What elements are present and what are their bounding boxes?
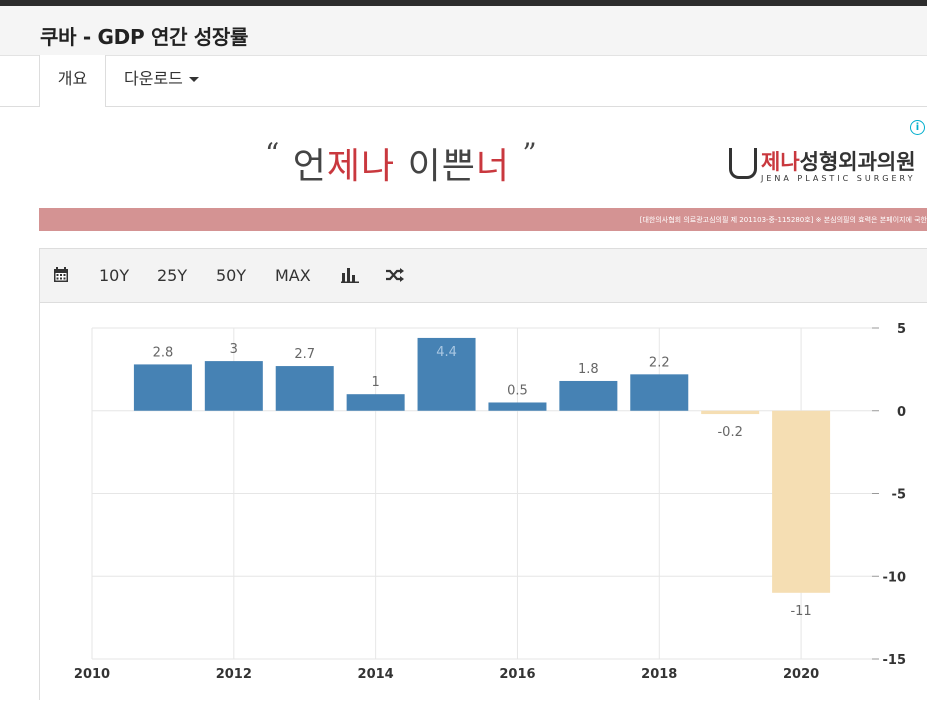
data-label: -11: [790, 604, 811, 619]
ad-logo-name: 제나성형외과의원: [761, 150, 916, 174]
page-title: 쿠바 - GDP 연간 성장률: [40, 25, 249, 49]
tab-download-label: 다운로드: [124, 69, 183, 88]
bar: [275, 366, 334, 411]
x-tick-label: 2014: [358, 667, 394, 682]
calendar-icon[interactable]: [53, 249, 69, 302]
data-label: 2.2: [649, 355, 670, 370]
bar: [346, 394, 405, 411]
ad-strip: [대한의사협회 의료광고심의필 제 201103-중-115280호] ※ 본심…: [39, 208, 927, 231]
ad-info-icon[interactable]: i: [910, 120, 925, 135]
data-label: 2.8: [153, 345, 174, 360]
bar: [204, 361, 263, 411]
chart-toolbar: 10Y 25Y 50Y MAX: [39, 248, 927, 303]
bar: [559, 380, 618, 411]
data-label: 2.7: [294, 347, 315, 362]
ad-disclaimer: [대한의사협회 의료광고심의필 제 201103-중-115280호] ※ 본심…: [639, 216, 927, 224]
bar: [417, 337, 476, 411]
bar: [701, 410, 760, 415]
data-label: 4.4: [436, 345, 457, 360]
data-label: 1: [371, 375, 379, 390]
x-tick-label: 2012: [216, 667, 252, 682]
caret-down-icon: [188, 77, 199, 82]
ad-banner[interactable]: i “ 언제나 이쁜너 ” 제나성형외과의원 JENA PLASTIC SURG…: [39, 113, 927, 233]
bar: [630, 374, 689, 411]
data-label: 3: [230, 342, 238, 357]
top-dark-bar: [0, 0, 927, 6]
y-tick-label: -5: [892, 488, 906, 503]
title-bar: 쿠바 - GDP 연간 성장률: [0, 6, 927, 56]
tab-bar: 개요 다운로드: [0, 55, 927, 107]
range-25y-button[interactable]: 25Y: [157, 266, 188, 285]
range-max-button[interactable]: MAX: [275, 266, 311, 285]
bar: [133, 364, 192, 411]
shuffle-icon[interactable]: [385, 249, 405, 302]
data-label: 0.5: [507, 383, 528, 398]
data-label: 1.8: [578, 362, 599, 377]
y-tick-label: -15: [883, 653, 907, 668]
range-10y-button[interactable]: 10Y: [99, 266, 130, 285]
ad-slogan: “ 언제나 이쁜너 ”: [265, 137, 538, 187]
data-label: -0.2: [717, 425, 742, 440]
bar-chart: 5 0 -5 -10 -15 2010 2012 2014 2016 2018 2020 2.8 3 2.…: [74, 322, 907, 682]
x-tick-label: 2020: [783, 667, 819, 682]
x-tick-label: 2018: [641, 667, 677, 682]
tab-download[interactable]: 다운로드: [124, 55, 199, 106]
ad-logo-mark: [729, 148, 757, 179]
bar: [772, 410, 831, 593]
y-tick-label: 5: [897, 322, 906, 337]
y-tick-label: -10: [883, 570, 907, 585]
tab-overview[interactable]: 개요: [39, 55, 106, 107]
x-tick-label: 2010: [74, 667, 110, 682]
chart-area: 5 0 -5 -10 -15 2010 2012 2014 2016 2018 2020 2.8 3 2.…: [39, 302, 927, 700]
ad-logo-sub: JENA PLASTIC SURGERY: [761, 174, 916, 183]
bar: [488, 402, 547, 411]
range-50y-button[interactable]: 50Y: [216, 266, 247, 285]
y-tick-label: 0: [897, 405, 906, 420]
bar-chart-icon[interactable]: [341, 249, 359, 302]
x-tick-label: 2016: [499, 667, 535, 682]
